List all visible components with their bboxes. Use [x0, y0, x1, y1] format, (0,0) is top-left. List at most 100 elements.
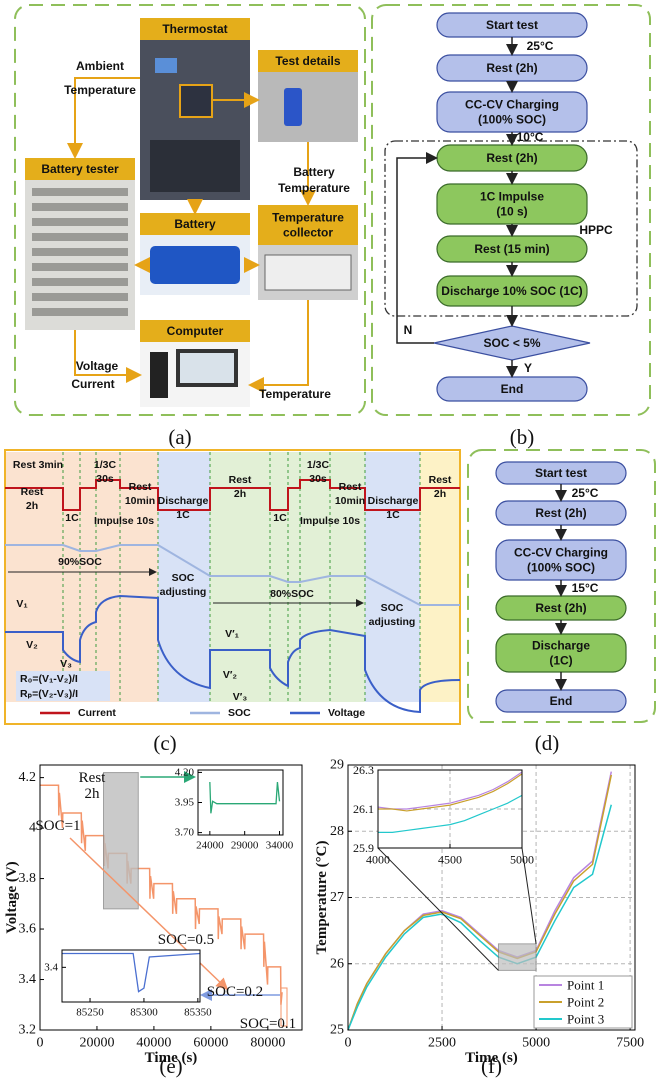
annotation: 1/3C — [94, 459, 117, 471]
y-tick-label: 26.1 — [353, 802, 374, 816]
edge-label: Current — [71, 377, 114, 391]
y-axis-label: Voltage (V) — [4, 861, 20, 933]
annotation: Discharge — [158, 495, 209, 507]
x-tick-label: 40000 — [136, 1035, 171, 1050]
caption: (f) — [481, 1054, 502, 1078]
box-title: Test details — [275, 54, 340, 68]
node-label: Rest (2h) — [535, 506, 586, 520]
node-label: (1C) — [549, 654, 572, 668]
annotation: Rest 3min — [13, 459, 63, 471]
y-tick-label: 4.20 — [175, 766, 195, 778]
annotation: 2h — [85, 786, 101, 802]
annotation: 90%SOC — [58, 556, 102, 568]
battery-pack — [150, 246, 240, 284]
annotation: V′₂ — [223, 669, 238, 681]
y-tick-label: 3.4 — [44, 961, 58, 973]
figure: ThermostatTest detailsBattery testerBatt… — [0, 0, 662, 1081]
x-tick-label: 85350 — [184, 1007, 212, 1019]
rack-row — [32, 308, 128, 316]
x-tick-label: 24000 — [196, 840, 224, 852]
annotation: 10min — [125, 495, 155, 507]
x-tick-label: 20000 — [79, 1035, 114, 1050]
caption: (c) — [153, 731, 176, 755]
group-label: HPPC — [579, 223, 613, 237]
node-label: Start test — [486, 18, 538, 32]
x-tick-label: 0 — [37, 1035, 44, 1050]
formula: Rₚ=(V₂-V₃)/I — [20, 688, 78, 700]
rack-row — [32, 293, 128, 301]
node-label: 1C Impulse — [480, 190, 544, 204]
annotation: 2h — [234, 488, 246, 500]
annotation: Rest — [339, 481, 362, 493]
x-tick-label: 5000 — [510, 852, 534, 866]
node-label: Discharge 10% SOC (1C) — [441, 284, 582, 298]
zoom-region — [104, 773, 139, 909]
node-label: End — [550, 694, 573, 708]
window — [180, 85, 212, 117]
y-tick-label: 29 — [330, 758, 344, 773]
node-label: CC-CV Charging — [465, 98, 559, 112]
edge-label: Ambient — [76, 59, 124, 73]
y-tick-label: 3.70 — [175, 827, 195, 839]
formula: R₀=(V₁-V₂)/I — [20, 673, 78, 685]
legend-label: Point 3 — [567, 1012, 604, 1027]
annotation: 1C — [176, 509, 190, 521]
legend-label: Point 1 — [567, 978, 604, 993]
test-details-image — [258, 72, 358, 142]
y-tick-label: 4.2 — [19, 770, 37, 785]
legend-label: Current — [78, 707, 116, 719]
box-title: Battery — [174, 217, 216, 231]
annotation: V′₃ — [233, 691, 248, 703]
y-tick-label: 26 — [330, 956, 344, 971]
node-label: CC-CV Charging — [514, 546, 608, 560]
y-tick-label: 3.2 — [19, 1023, 37, 1038]
loop-arrow — [397, 158, 435, 343]
annotation: 30s — [96, 473, 114, 485]
rack-row — [32, 233, 128, 241]
x-tick-label: 34000 — [266, 840, 294, 852]
box-title: Computer — [167, 324, 224, 338]
y-axis-label: Temperature (°C) — [314, 841, 330, 955]
annotation: 1C — [273, 512, 287, 524]
annotation: 30s — [309, 473, 327, 485]
x-tick-label: 4500 — [438, 852, 462, 866]
x-tick-label: 5000 — [522, 1035, 550, 1050]
legend-label: Point 2 — [567, 995, 604, 1010]
annotation: adjusting — [369, 616, 416, 628]
annotation: Discharge — [368, 495, 419, 507]
legend-label: Voltage — [328, 707, 365, 719]
node-label: Rest (15 min) — [474, 242, 549, 256]
caption: (e) — [159, 1054, 182, 1078]
annotation: SOC — [172, 572, 195, 584]
annotation: Rest — [129, 481, 152, 493]
phase-band — [365, 452, 420, 702]
annotation: Rest — [79, 770, 107, 786]
temperature: 25°C — [527, 39, 554, 53]
x-tick-label: 85250 — [76, 1007, 104, 1019]
temperature: 10°C — [517, 130, 544, 144]
y-tick-label: 28 — [330, 824, 344, 839]
edge-label: Temperature — [259, 387, 331, 401]
annotation: Impulse 10s — [300, 515, 360, 527]
node-label: Discharge — [532, 639, 590, 653]
branch-label: Y — [524, 361, 532, 375]
rack-row — [32, 203, 128, 211]
annotation: Rest — [21, 486, 44, 498]
caption: (b) — [510, 425, 535, 449]
legend-label: SOC — [228, 707, 251, 719]
annotation: SOC=0.5 — [158, 932, 214, 948]
y-tick-label: 3.4 — [19, 972, 37, 987]
caption: (a) — [168, 425, 191, 449]
x-tick-label: 2500 — [428, 1035, 456, 1050]
box-title: Battery tester — [41, 162, 119, 176]
screen — [155, 58, 177, 73]
annotation: Impulse 10s — [94, 515, 154, 527]
node-label: Rest (2h) — [486, 61, 537, 75]
x-tick-label: 7500 — [616, 1035, 644, 1050]
y-tick-label: 3.95 — [175, 797, 195, 809]
annotation: 2h — [26, 500, 38, 512]
annotation: 2h — [434, 488, 446, 500]
y-tick-label: 26.3 — [353, 763, 374, 777]
box-title: Temperature — [272, 211, 344, 225]
y-tick-label: 25.9 — [353, 841, 374, 855]
